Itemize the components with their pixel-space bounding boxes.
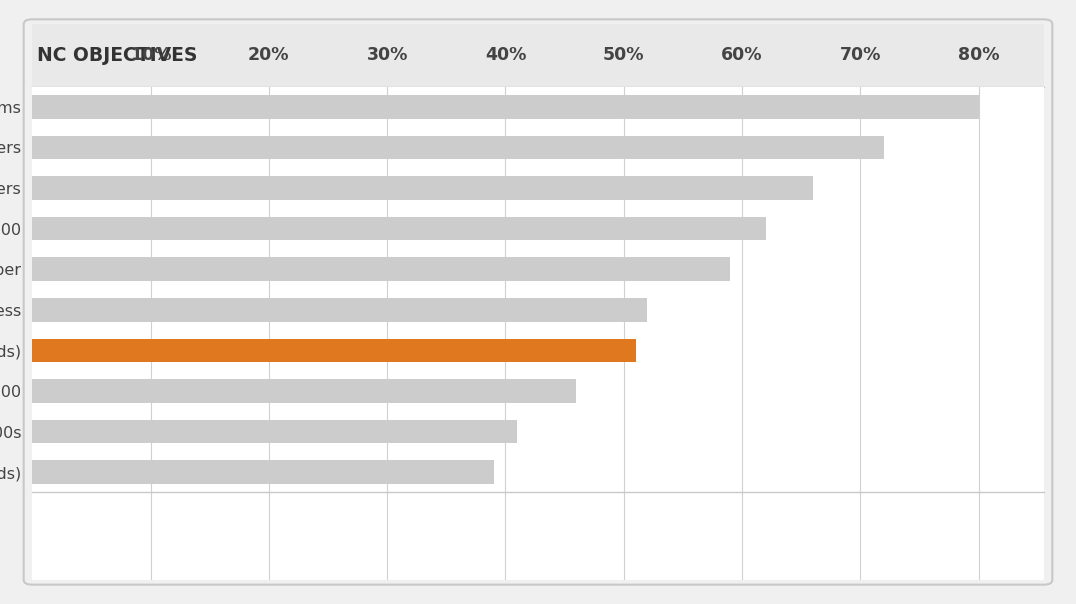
Text: 20%: 20%: [249, 47, 289, 65]
Bar: [32, 379, 577, 403]
Bar: [32, 339, 636, 362]
Bar: [32, 298, 648, 321]
Text: 30%: 30%: [367, 47, 408, 65]
Bar: [32, 217, 766, 240]
Bar: [32, 257, 731, 281]
Text: 40%: 40%: [485, 47, 526, 65]
Text: 10%: 10%: [130, 47, 171, 65]
Bar: [32, 95, 979, 118]
Bar: [32, 136, 884, 159]
Bar: [32, 460, 494, 484]
Bar: [32, 420, 518, 443]
Text: 60%: 60%: [721, 47, 763, 65]
Bar: [32, 176, 813, 200]
Text: 70%: 70%: [839, 47, 881, 65]
Text: NC OBJECTIVES: NC OBJECTIVES: [38, 46, 198, 65]
Text: 50%: 50%: [603, 47, 645, 65]
Text: 80%: 80%: [958, 47, 1000, 65]
